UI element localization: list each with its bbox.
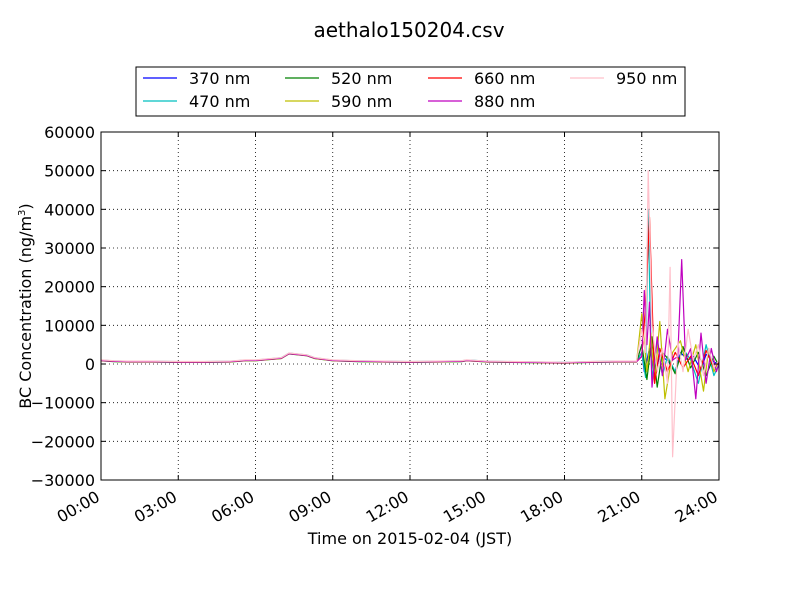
legend-label: 590 nm xyxy=(331,92,392,111)
x-axis-label: Time on 2015-02-04 (JST) xyxy=(307,529,512,548)
y-tick-label: 50000 xyxy=(44,162,95,181)
plot-area xyxy=(100,131,720,481)
y-tick-label: 30000 xyxy=(44,239,95,258)
y-tick-label: 0 xyxy=(85,355,95,374)
y-axis-label-superscript: 3 xyxy=(17,210,28,216)
legend-label: 520 nm xyxy=(331,69,392,88)
y-tick-label: −20000 xyxy=(31,432,95,451)
series-group xyxy=(100,170,720,458)
legend-label: 880 nm xyxy=(474,92,535,111)
plot-background xyxy=(101,132,719,480)
legend-label: 370 nm xyxy=(189,69,250,88)
y-tick-label: −30000 xyxy=(31,471,95,490)
y-axis-label-main: BC Concentration (ng/m xyxy=(16,216,35,409)
chart-title: aethalo150204.csv xyxy=(313,18,504,42)
legend: 370 nm 470 nm 520 nm 590 nm 660 nm 880 nm 950 … xyxy=(135,66,686,117)
legend-label: 950 nm xyxy=(616,69,677,88)
legend-frame xyxy=(135,66,686,117)
grid xyxy=(101,132,719,480)
y-axis-label-close: ) xyxy=(16,203,35,209)
y-axis-label: BC Concentration (ng/m3) xyxy=(16,203,35,408)
y-tick-label: −10000 xyxy=(31,394,95,413)
y-tick-label: 10000 xyxy=(44,316,95,335)
legend-label: 660 nm xyxy=(474,69,535,88)
legend-label: 470 nm xyxy=(189,92,250,111)
y-tick-label: 20000 xyxy=(44,278,95,297)
y-tick-label: 60000 xyxy=(44,123,95,142)
y-tick-label: 40000 xyxy=(44,200,95,219)
series-line-950-nm xyxy=(100,170,720,458)
